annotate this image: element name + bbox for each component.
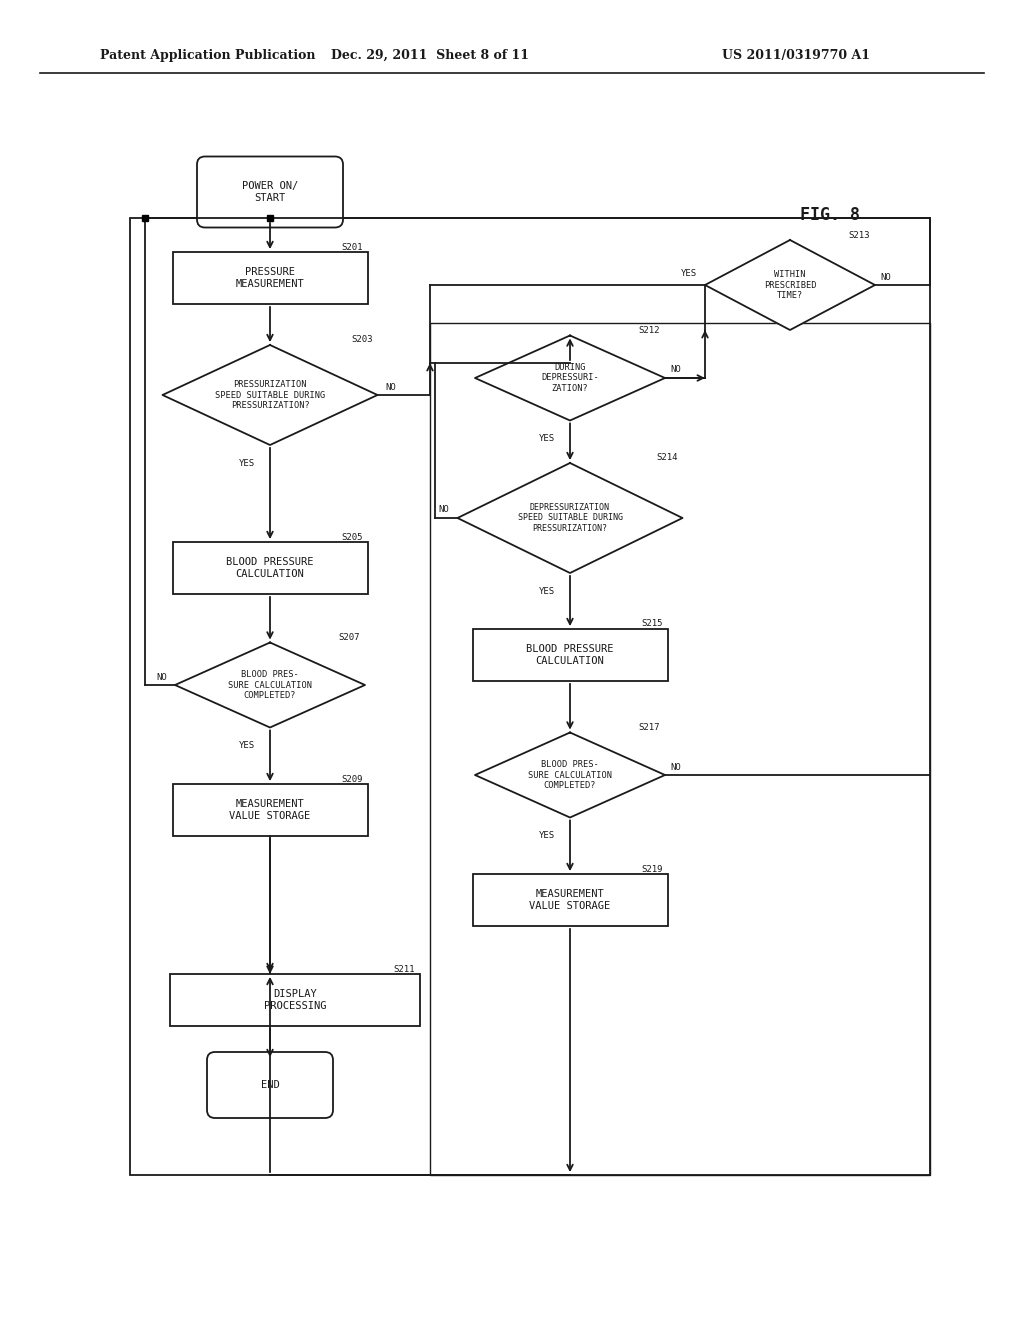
Text: YES: YES — [539, 586, 555, 595]
Text: S213: S213 — [849, 231, 870, 239]
Text: S217: S217 — [639, 723, 660, 733]
Text: S211: S211 — [393, 965, 415, 974]
Text: S212: S212 — [639, 326, 660, 335]
FancyBboxPatch shape — [207, 1052, 333, 1118]
Text: NO: NO — [438, 506, 450, 515]
Text: NO: NO — [880, 272, 891, 281]
Text: YES: YES — [681, 268, 697, 277]
Text: YES: YES — [239, 458, 255, 467]
Text: BLOOD PRES-
SURE CALCULATION
COMPLETED?: BLOOD PRES- SURE CALCULATION COMPLETED? — [528, 760, 612, 789]
Bar — [130, 218, 930, 1175]
Text: YES: YES — [539, 434, 555, 444]
Text: BLOOD PRESSURE
CALCULATION: BLOOD PRESSURE CALCULATION — [526, 644, 613, 665]
Text: YES: YES — [539, 832, 555, 840]
Text: NO: NO — [670, 366, 681, 375]
Text: FIG. 8: FIG. 8 — [800, 206, 860, 224]
Polygon shape — [475, 335, 665, 421]
Bar — [172, 784, 368, 836]
Text: Patent Application Publication: Patent Application Publication — [100, 49, 315, 62]
Text: S201: S201 — [341, 243, 362, 252]
Text: DEPRESSURIZATION
SPEED SUITABLE DURING
PRESSURIZATION?: DEPRESSURIZATION SPEED SUITABLE DURING P… — [517, 503, 623, 533]
Text: BLOOD PRESSURE
CALCULATION: BLOOD PRESSURE CALCULATION — [226, 557, 313, 578]
Bar — [472, 630, 668, 681]
Bar — [430, 323, 930, 1175]
Text: S205: S205 — [341, 532, 362, 541]
Polygon shape — [163, 345, 378, 445]
Polygon shape — [175, 643, 365, 727]
Text: S207: S207 — [339, 634, 360, 642]
Bar — [172, 252, 368, 304]
Text: POWER ON/
START: POWER ON/ START — [242, 181, 298, 203]
Text: MEASUREMENT
VALUE STORAGE: MEASUREMENT VALUE STORAGE — [529, 890, 610, 911]
Text: NO: NO — [670, 763, 681, 771]
Text: S209: S209 — [341, 775, 362, 784]
Text: BLOOD PRES-
SURE CALCULATION
COMPLETED?: BLOOD PRES- SURE CALCULATION COMPLETED? — [228, 671, 312, 700]
Text: DISPLAY
PROCESSING: DISPLAY PROCESSING — [264, 989, 327, 1011]
Text: S203: S203 — [351, 335, 373, 345]
Text: US 2011/0319770 A1: US 2011/0319770 A1 — [722, 49, 870, 62]
Text: S214: S214 — [656, 454, 678, 462]
Text: PRESSURE
MEASUREMENT: PRESSURE MEASUREMENT — [236, 267, 304, 289]
Text: DURING
DEPRESSURI-
ZATION?: DURING DEPRESSURI- ZATION? — [541, 363, 599, 393]
Text: END: END — [261, 1080, 280, 1090]
Polygon shape — [458, 463, 683, 573]
Text: Dec. 29, 2011  Sheet 8 of 11: Dec. 29, 2011 Sheet 8 of 11 — [331, 49, 529, 62]
Polygon shape — [705, 240, 874, 330]
Text: NO: NO — [385, 383, 396, 392]
Bar — [472, 874, 668, 927]
Bar — [172, 543, 368, 594]
Text: NO: NO — [157, 672, 167, 681]
Text: S219: S219 — [641, 865, 663, 874]
Text: S215: S215 — [641, 619, 663, 628]
Text: WITHIN
PRESCRIBED
TIME?: WITHIN PRESCRIBED TIME? — [764, 271, 816, 300]
FancyBboxPatch shape — [197, 157, 343, 227]
Text: YES: YES — [239, 741, 255, 750]
Bar — [170, 974, 420, 1026]
Text: MEASUREMENT
VALUE STORAGE: MEASUREMENT VALUE STORAGE — [229, 799, 310, 821]
Text: PRESSURIZATION
SPEED SUITABLE DURING
PRESSURIZATION?: PRESSURIZATION SPEED SUITABLE DURING PRE… — [215, 380, 326, 411]
Polygon shape — [475, 733, 665, 817]
